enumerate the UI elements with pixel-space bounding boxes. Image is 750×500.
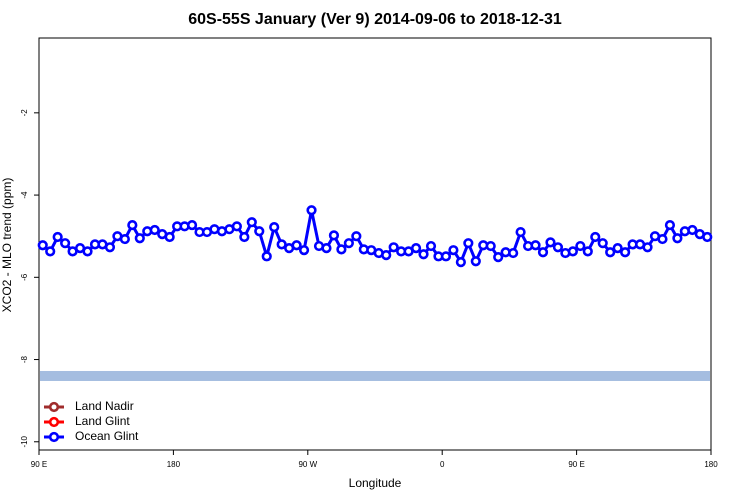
- data-point: [246, 217, 257, 228]
- y-tick-label: -4: [20, 191, 29, 199]
- legend-label: Ocean Glint: [75, 429, 139, 443]
- data-point: [664, 219, 676, 231]
- data-point: [642, 242, 653, 253]
- data-point: [672, 233, 683, 244]
- legend-marker: [48, 401, 60, 413]
- data-point: [343, 238, 354, 249]
- legend-marker: [48, 416, 60, 428]
- reference-band: [40, 370, 710, 381]
- data-point: [515, 226, 526, 238]
- data-point: [448, 245, 459, 256]
- data-point: [612, 243, 623, 254]
- data-point: [552, 242, 564, 253]
- data-point: [104, 242, 116, 253]
- data-point: [508, 247, 519, 259]
- legend-marker: [48, 431, 60, 443]
- x-tick-label: 180: [704, 460, 718, 469]
- data-point: [291, 240, 302, 251]
- plot-frame: [38, 37, 712, 451]
- data-point: [388, 242, 399, 253]
- data-point: [231, 221, 242, 232]
- data-point: [582, 246, 593, 257]
- data-point: [149, 224, 160, 236]
- data-point: [575, 240, 586, 252]
- data-point: [463, 238, 474, 249]
- data-point: [470, 256, 481, 267]
- data-point: [597, 238, 608, 249]
- data-point: [605, 247, 616, 258]
- x-tick-label: 0: [440, 460, 445, 469]
- y-tick-label: -2: [20, 109, 29, 117]
- data-point: [702, 231, 713, 243]
- y-tick-label: -8: [20, 355, 29, 363]
- data-point: [657, 233, 668, 245]
- data-point: [336, 244, 347, 255]
- data-point: [620, 247, 631, 258]
- data-point: [545, 237, 556, 248]
- data-point: [687, 224, 698, 236]
- data-point: [37, 240, 48, 251]
- data-point: [530, 240, 541, 251]
- data-point: [261, 251, 272, 262]
- data-point: [60, 238, 71, 249]
- data-point: [328, 230, 340, 241]
- data-point: [537, 247, 549, 258]
- data-point: [298, 245, 310, 256]
- data-point: [164, 231, 175, 243]
- data-point: [239, 231, 250, 243]
- x-axis-label: Longitude: [349, 476, 402, 490]
- data-point: [418, 249, 429, 260]
- data-point: [269, 222, 280, 233]
- y-axis-label: XCO2 - MLO trend (ppm): [0, 178, 14, 313]
- data-point: [119, 233, 130, 245]
- legend-label: Land Nadir: [75, 399, 134, 413]
- data-point: [127, 219, 138, 231]
- data-point: [254, 226, 265, 237]
- y-tick-label: -10: [20, 435, 29, 447]
- data-point: [351, 231, 362, 242]
- data-point: [45, 246, 56, 257]
- x-tick-label: 90 E: [31, 460, 47, 469]
- data-point: [567, 246, 578, 257]
- x-tick-label: 180: [167, 460, 181, 469]
- data-point: [82, 246, 93, 257]
- data-point: [590, 231, 601, 243]
- data-point: [321, 243, 332, 254]
- legend-label: Land Glint: [75, 414, 130, 428]
- data-point: [485, 240, 496, 252]
- data-point: [134, 233, 145, 244]
- data-point: [306, 205, 317, 216]
- data-point: [425, 240, 437, 252]
- x-tick-label: 90 E: [568, 460, 584, 469]
- data-point: [276, 239, 287, 250]
- data-point: [186, 219, 198, 231]
- data-point: [410, 243, 422, 254]
- y-tick-label: -6: [20, 273, 29, 281]
- data-point: [493, 252, 504, 263]
- data-point: [440, 251, 452, 262]
- x-tick-label: 90 W: [298, 460, 317, 469]
- chart-title: 60S-55S January (Ver 9) 2014-09-06 to 20…: [188, 11, 562, 28]
- data-point: [455, 256, 466, 268]
- data-point: [381, 250, 392, 261]
- data-point: [52, 231, 63, 243]
